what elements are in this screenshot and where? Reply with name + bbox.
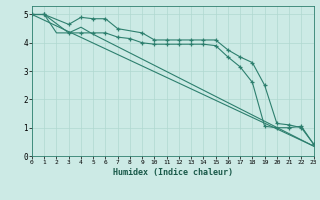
- X-axis label: Humidex (Indice chaleur): Humidex (Indice chaleur): [113, 168, 233, 177]
